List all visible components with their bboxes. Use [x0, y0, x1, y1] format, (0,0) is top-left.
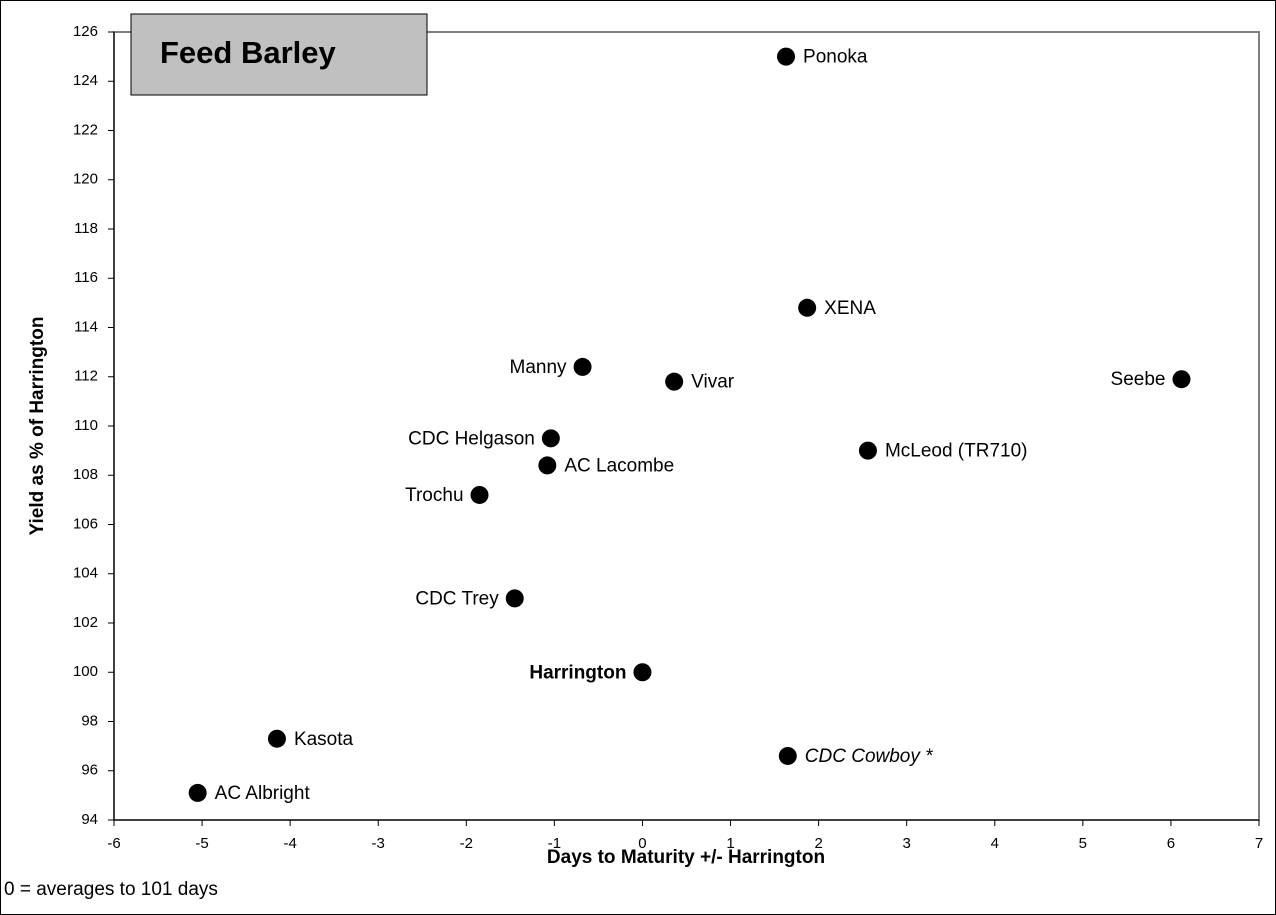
- y-tick-label: 120: [73, 171, 98, 188]
- point-label: Seebe: [1111, 369, 1166, 390]
- point-label: CDC Trey: [415, 588, 499, 609]
- y-tick-label: 106: [73, 515, 98, 532]
- point-label: Manny: [510, 357, 568, 378]
- x-tick-label: 7: [1255, 835, 1263, 852]
- x-tick-label: 6: [1167, 835, 1175, 852]
- y-tick-label: 108: [73, 466, 98, 483]
- y-tick-label: 100: [73, 663, 98, 680]
- x-tick-label: -5: [195, 835, 208, 852]
- y-tick-label: 110: [74, 417, 98, 434]
- x-tick-label: 1: [726, 835, 734, 852]
- point-label: Kasota: [294, 729, 354, 750]
- point-label: Ponoka: [803, 47, 868, 68]
- point-label: Trochu: [405, 485, 463, 506]
- x-tick-label: 5: [1079, 835, 1087, 852]
- point-label: CDC Cowboy *: [805, 746, 933, 767]
- point-label: Vivar: [691, 372, 735, 393]
- point-label: McLeod (TR710): [885, 441, 1028, 462]
- chart-title: Feed Barley: [160, 35, 337, 70]
- y-tick-label: 114: [74, 318, 98, 335]
- point: [665, 372, 684, 391]
- point: [777, 47, 796, 66]
- point: [267, 729, 286, 748]
- footnote: 0 = averages to 101 days: [4, 879, 218, 900]
- y-tick-label: 126: [73, 23, 98, 40]
- x-tick-label: -3: [372, 835, 385, 852]
- x-tick-label: -4: [283, 835, 296, 852]
- y-axis-label: Yield as % of Harrington: [27, 317, 48, 536]
- y-tick-label: 124: [73, 72, 98, 89]
- x-tick-label: 0: [638, 835, 646, 852]
- y-tick-label: 96: [81, 762, 98, 779]
- y-tick-label: 118: [74, 220, 98, 237]
- point-label: AC Lacombe: [564, 455, 674, 476]
- x-tick-label: -2: [460, 835, 473, 852]
- y-tick-label: 116: [74, 269, 98, 286]
- x-axis-label: Days to Maturity +/- Harrington: [547, 847, 825, 868]
- title-box: [130, 13, 428, 96]
- point: [858, 441, 877, 460]
- y-tick-label: 94: [81, 811, 98, 828]
- point: [778, 746, 797, 765]
- y-tick-label: 98: [81, 712, 98, 729]
- y-tick-label: 104: [73, 565, 98, 582]
- point: [505, 589, 524, 608]
- point: [633, 663, 652, 682]
- x-tick-label: 3: [903, 835, 911, 852]
- y-tick-label: 112: [74, 368, 98, 385]
- point-label: XENA: [824, 298, 876, 319]
- point: [573, 357, 592, 376]
- point: [1172, 370, 1191, 389]
- point: [538, 456, 557, 475]
- point: [798, 298, 817, 317]
- y-tick-label: 122: [73, 121, 98, 138]
- point: [470, 485, 489, 504]
- y-tick-label: 102: [73, 614, 98, 631]
- x-tick-label: 2: [814, 835, 822, 852]
- point: [541, 429, 560, 448]
- point-label: Harrington: [529, 662, 626, 683]
- point-label: AC Albright: [215, 783, 311, 804]
- x-tick-label: 4: [991, 835, 999, 852]
- x-tick-label: -1: [548, 835, 561, 852]
- point: [188, 783, 207, 802]
- x-tick-label: -6: [107, 835, 120, 852]
- point-label: CDC Helgason: [408, 428, 535, 449]
